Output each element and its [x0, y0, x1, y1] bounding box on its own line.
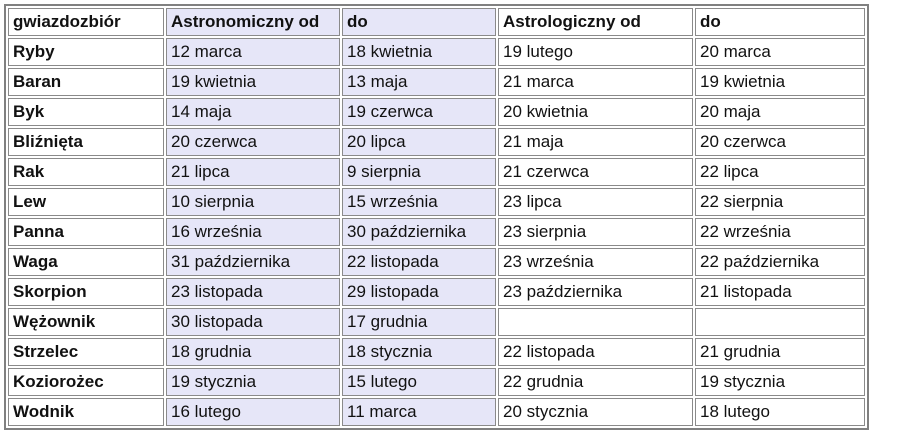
cell-astrological-from: 22 listopada [498, 338, 693, 366]
zodiac-dates-table: gwiazdozbiór Astronomiczny od do Astrolo… [4, 4, 869, 430]
cell-astrological-to [695, 308, 865, 336]
cell-astronomical-to: 18 kwietnia [342, 38, 496, 66]
table-row: Byk 14 maja 19 czerwca 20 kwietnia 20 maja [8, 98, 865, 126]
cell-astronomical-from: 20 czerwca [166, 128, 340, 156]
table-row: Wężownik 30 listopada 17 grudnia [8, 308, 865, 336]
cell-constellation: Bliźnięta [8, 128, 164, 156]
cell-constellation: Skorpion [8, 278, 164, 306]
cell-astrological-to: 18 lutego [695, 398, 865, 426]
cell-constellation: Rak [8, 158, 164, 186]
cell-constellation: Wężownik [8, 308, 164, 336]
table-row: Koziorożec 19 stycznia 15 lutego 22 grudnia… [8, 368, 865, 396]
cell-astrological-to: 20 marca [695, 38, 865, 66]
header-constellation: gwiazdozbiór [8, 8, 164, 36]
table-row: Strzelec 18 grudnia 18 stycznia 22 listopad… [8, 338, 865, 366]
cell-constellation: Koziorożec [8, 368, 164, 396]
cell-constellation: Baran [8, 68, 164, 96]
cell-constellation: Panna [8, 218, 164, 246]
table-row: Lew 10 sierpnia 15 września 23 lipca 22 sier… [8, 188, 865, 216]
cell-astronomical-to: 11 marca [342, 398, 496, 426]
cell-astrological-to: 21 listopada [695, 278, 865, 306]
cell-constellation: Wodnik [8, 398, 164, 426]
cell-constellation: Lew [8, 188, 164, 216]
cell-astrological-from: 22 grudnia [498, 368, 693, 396]
cell-astrological-to: 22 lipca [695, 158, 865, 186]
cell-astronomical-to: 22 listopada [342, 248, 496, 276]
cell-astrological-from: 23 lipca [498, 188, 693, 216]
cell-astrological-from: 23 września [498, 248, 693, 276]
header-row: gwiazdozbiór Astronomiczny od do Astrolo… [8, 8, 865, 36]
cell-astronomical-to: 13 maja [342, 68, 496, 96]
cell-astrological-to: 22 sierpnia [695, 188, 865, 216]
table-row: Panna 16 września 30 października 23 sierpn… [8, 218, 865, 246]
table-row: Waga 31 października 22 listopada 23 wrześn… [8, 248, 865, 276]
cell-astrological-from: 21 czerwca [498, 158, 693, 186]
cell-astrological-from: 20 stycznia [498, 398, 693, 426]
header-astronomical-to: do [342, 8, 496, 36]
cell-astronomical-to: 15 września [342, 188, 496, 216]
cell-constellation: Strzelec [8, 338, 164, 366]
table-row: Bliźnięta 20 czerwca 20 lipca 21 maja 20 cze… [8, 128, 865, 156]
cell-astronomical-to: 15 lutego [342, 368, 496, 396]
cell-astrological-from: 23 października [498, 278, 693, 306]
cell-constellation: Byk [8, 98, 164, 126]
cell-astronomical-to: 9 sierpnia [342, 158, 496, 186]
cell-astrological-from: 21 marca [498, 68, 693, 96]
cell-constellation: Ryby [8, 38, 164, 66]
cell-astronomical-from: 23 listopada [166, 278, 340, 306]
cell-astronomical-from: 21 lipca [166, 158, 340, 186]
cell-astrological-from: 20 kwietnia [498, 98, 693, 126]
header-astrological-from: Astrologiczny od [498, 8, 693, 36]
cell-astronomical-from: 18 grudnia [166, 338, 340, 366]
cell-astrological-to: 19 stycznia [695, 368, 865, 396]
cell-astrological-from: 23 sierpnia [498, 218, 693, 246]
cell-astronomical-from: 12 marca [166, 38, 340, 66]
cell-astronomical-to: 29 listopada [342, 278, 496, 306]
cell-astronomical-to: 18 stycznia [342, 338, 496, 366]
cell-astronomical-from: 16 września [166, 218, 340, 246]
cell-astrological-to: 22 września [695, 218, 865, 246]
cell-astronomical-to: 20 lipca [342, 128, 496, 156]
cell-astrological-from: 19 lutego [498, 38, 693, 66]
header-astrological-to: do [695, 8, 865, 36]
cell-astronomical-from: 19 stycznia [166, 368, 340, 396]
cell-astronomical-to: 19 czerwca [342, 98, 496, 126]
cell-astronomical-from: 14 maja [166, 98, 340, 126]
table-row: Baran 19 kwietnia 13 maja 21 marca 19 kwietn… [8, 68, 865, 96]
table-row: Skorpion 23 listopada 29 listopada 23 paźdz… [8, 278, 865, 306]
cell-astronomical-from: 30 listopada [166, 308, 340, 336]
cell-astronomical-from: 31 października [166, 248, 340, 276]
cell-astrological-to: 20 maja [695, 98, 865, 126]
cell-constellation: Waga [8, 248, 164, 276]
cell-astronomical-to: 30 października [342, 218, 496, 246]
cell-astronomical-from: 16 lutego [166, 398, 340, 426]
table-row: Rak 21 lipca 9 sierpnia 21 czerwca 22 lipca [8, 158, 865, 186]
table-row: Wodnik 16 lutego 11 marca 20 stycznia 18 lut… [8, 398, 865, 426]
cell-astrological-from: 21 maja [498, 128, 693, 156]
cell-astrological-to: 19 kwietnia [695, 68, 865, 96]
cell-astrological-to: 21 grudnia [695, 338, 865, 366]
table-row: Ryby 12 marca 18 kwietnia 19 lutego 20 marca [8, 38, 865, 66]
cell-astronomical-from: 10 sierpnia [166, 188, 340, 216]
cell-astronomical-from: 19 kwietnia [166, 68, 340, 96]
header-astronomical-from: Astronomiczny od [166, 8, 340, 36]
cell-astrological-to: 22 października [695, 248, 865, 276]
cell-astronomical-to: 17 grudnia [342, 308, 496, 336]
cell-astrological-to: 20 czerwca [695, 128, 865, 156]
cell-astrological-from [498, 308, 693, 336]
